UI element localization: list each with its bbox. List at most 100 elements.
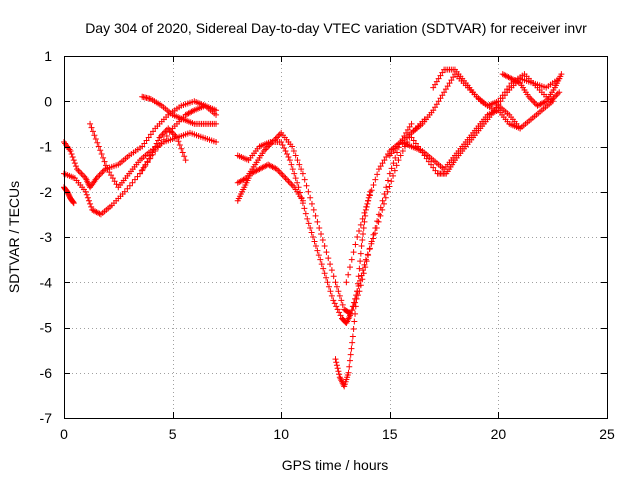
data-point xyxy=(179,149,186,156)
data-point xyxy=(395,157,402,164)
data-point xyxy=(548,96,555,103)
data-point xyxy=(281,173,288,180)
data-point xyxy=(88,124,95,131)
data-point xyxy=(281,145,288,152)
data-point xyxy=(408,134,415,141)
data-point xyxy=(292,152,299,159)
x-axis-label: GPS time / hours xyxy=(282,457,389,473)
data-point xyxy=(310,234,317,240)
data-point xyxy=(374,171,381,178)
data-point xyxy=(312,243,319,250)
plot-frame xyxy=(64,56,608,419)
data-point xyxy=(153,140,160,147)
chart-title: Day 304 of 2020, Sidereal Day-to-day VTE… xyxy=(85,20,587,36)
data-point xyxy=(70,157,77,164)
data-point xyxy=(441,89,448,96)
data-point xyxy=(276,169,283,176)
data-point xyxy=(288,181,295,188)
data-point xyxy=(121,188,128,195)
data-point xyxy=(279,172,286,179)
data-point xyxy=(439,69,446,76)
data-point xyxy=(140,164,147,171)
data-point xyxy=(95,143,102,150)
data-point xyxy=(386,170,393,177)
data-point xyxy=(299,197,306,204)
data-point xyxy=(352,303,359,310)
data-point xyxy=(74,166,81,173)
data-point xyxy=(301,205,308,212)
x-tick-label: 25 xyxy=(599,426,615,442)
data-point xyxy=(283,176,290,183)
data-point xyxy=(139,143,146,150)
data-point xyxy=(213,138,220,145)
data-point xyxy=(289,182,296,189)
data-point xyxy=(383,154,390,161)
data-point xyxy=(363,258,370,265)
data-point xyxy=(111,178,118,185)
data-point xyxy=(343,279,350,286)
data-point xyxy=(377,212,384,219)
data-point xyxy=(333,362,340,369)
data-point xyxy=(428,161,435,168)
data-point xyxy=(362,264,369,271)
data-point xyxy=(72,163,79,170)
data-point xyxy=(275,132,282,139)
series-track-i xyxy=(234,161,306,204)
data-point xyxy=(318,261,325,268)
data-point xyxy=(316,224,323,231)
data-point xyxy=(361,209,368,216)
data-point xyxy=(323,249,330,256)
data-point xyxy=(357,258,364,265)
data-point xyxy=(351,318,358,325)
data-point xyxy=(324,279,331,286)
series-track-n xyxy=(430,66,563,109)
data-point xyxy=(366,192,373,199)
data-point xyxy=(419,149,426,156)
data-point xyxy=(328,267,335,274)
data-point xyxy=(155,137,162,144)
data-point xyxy=(134,173,141,180)
data-point xyxy=(83,191,90,198)
data-point xyxy=(345,369,352,376)
data-point xyxy=(386,183,393,190)
data-point xyxy=(97,170,104,177)
series-track-f xyxy=(137,125,189,177)
data-point xyxy=(308,200,315,207)
data-point xyxy=(150,146,157,153)
data-point xyxy=(435,98,442,105)
data-point xyxy=(169,129,176,136)
data-point xyxy=(311,238,318,245)
data-point xyxy=(349,339,356,346)
data-point xyxy=(150,128,157,135)
data-point xyxy=(321,270,328,277)
data-point xyxy=(299,170,306,177)
data-point xyxy=(303,182,310,189)
data-point xyxy=(278,170,285,177)
data-point xyxy=(556,89,563,96)
data-point xyxy=(88,203,95,210)
data-point xyxy=(417,146,424,153)
y-tick-label: -6 xyxy=(40,365,53,381)
data-point xyxy=(175,138,182,145)
data-point xyxy=(285,154,292,161)
x-tick-label: 10 xyxy=(273,426,289,442)
series-track-k xyxy=(343,71,563,286)
data-point xyxy=(152,143,159,150)
data-point xyxy=(332,279,339,286)
data-point xyxy=(406,123,413,130)
data-point xyxy=(85,197,92,204)
data-point xyxy=(327,288,334,295)
data-point xyxy=(289,143,296,150)
data-point xyxy=(408,120,415,127)
data-point xyxy=(97,147,104,154)
data-point xyxy=(448,77,455,84)
data-point xyxy=(348,256,355,263)
data-point xyxy=(337,312,344,319)
data-point xyxy=(96,210,103,217)
data-point xyxy=(78,170,85,177)
data-point xyxy=(104,166,111,173)
data-point xyxy=(317,256,324,263)
data-point xyxy=(318,230,325,237)
data-point xyxy=(437,95,444,102)
y-tick-label: 0 xyxy=(44,93,52,109)
